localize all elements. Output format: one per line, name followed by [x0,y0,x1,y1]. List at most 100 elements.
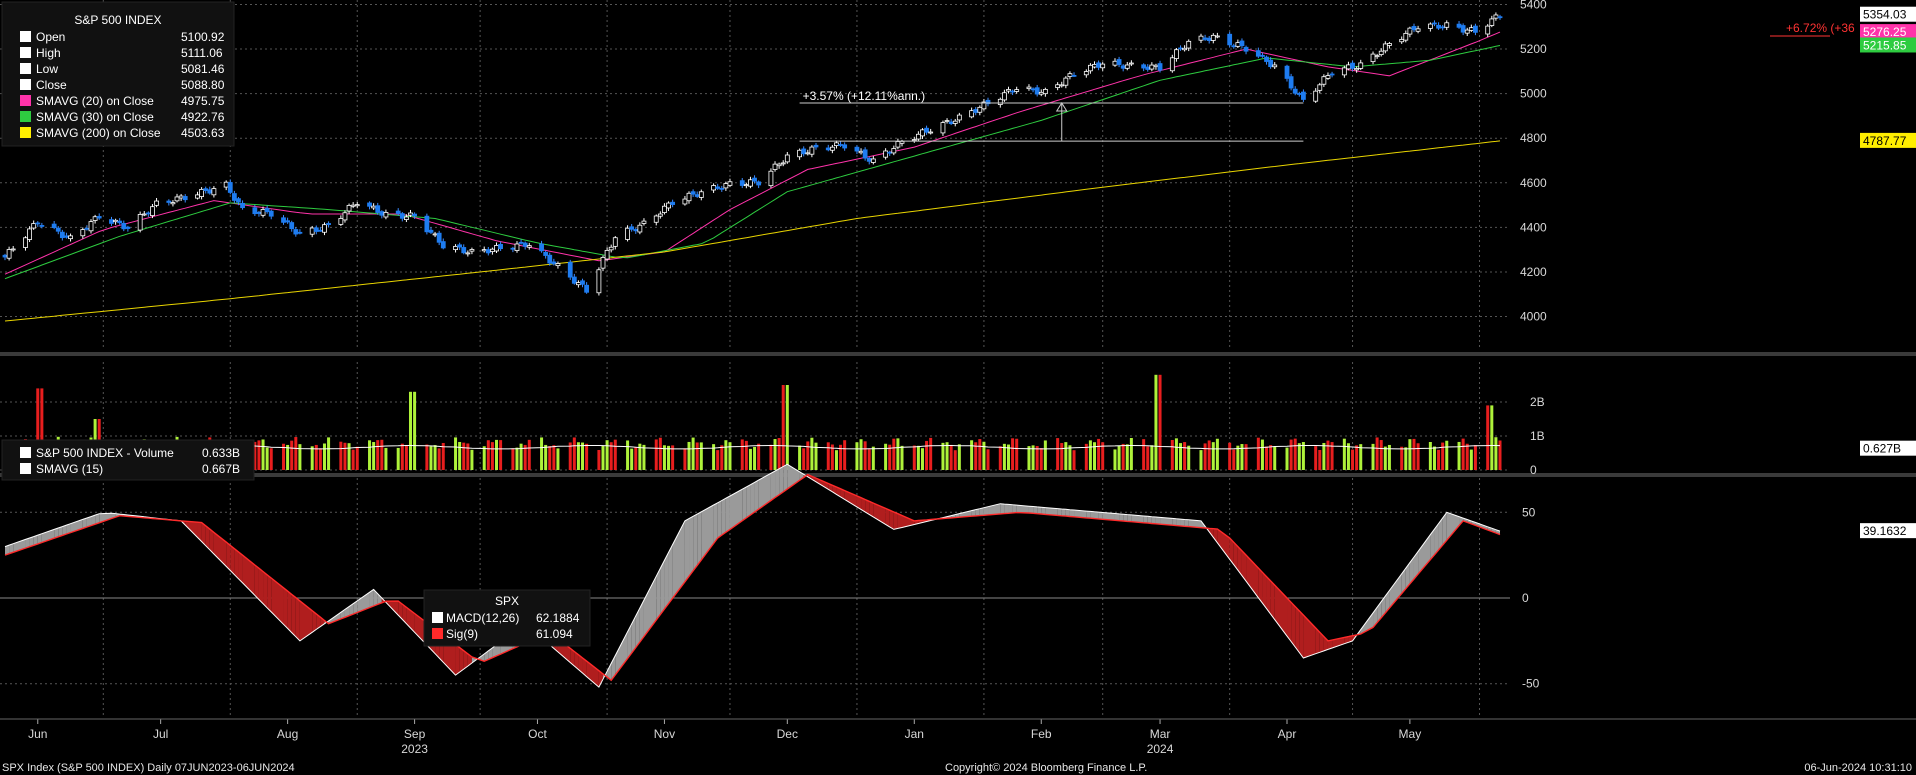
separator-price-volume [0,352,1916,356]
x-year-label: 2024 [1147,742,1174,756]
volume-bar [1129,437,1133,470]
macd-fill [1016,505,1029,513]
volume-bar [519,443,523,470]
candle-body [514,243,520,251]
candle-body [203,188,209,191]
candle-body [633,229,639,232]
volume-bar [408,391,412,470]
legend-value: 5081.46 [181,62,225,76]
macd-fill [254,564,259,600]
candle-body [408,212,413,216]
sma-line [4,45,1501,280]
macd-fill [582,657,587,677]
volume-bar [916,445,920,470]
volume-bar [1097,438,1101,470]
macd-fill [226,542,231,571]
candle-body [805,152,811,155]
volume-bar [1490,405,1494,470]
candle-body [809,146,815,155]
candle-body [866,157,872,162]
macd-fill [750,482,755,515]
macd-fill [463,650,468,670]
candle-body [109,219,114,224]
volume-bar [253,441,257,470]
volume-bar [1387,444,1391,470]
macd-fill [205,525,210,550]
candle-body [768,170,774,187]
candle-body [784,154,790,163]
last-value-label: 5215.85 [1863,38,1907,52]
candle-body [526,245,532,248]
candle-body [1427,23,1433,29]
candle-body [1088,64,1093,72]
candle-body [911,139,917,141]
candle-body [1001,92,1007,101]
legend-swatch [432,612,443,623]
legend-swatch [20,127,31,138]
macd-fill [713,502,718,544]
candle-body [772,163,778,170]
candle-body [1186,40,1192,49]
legend-swatch [20,47,31,58]
x-month-label: Aug [277,727,298,741]
macd-fill [353,600,358,615]
volume-bar [1445,440,1449,470]
macd-fill [357,592,370,613]
macd-fill [1418,534,1431,575]
macd-fill [287,591,292,633]
price-tick-label: 4200 [1520,265,1547,279]
volume-bar [466,443,470,470]
candle-body [199,188,205,197]
volume-bar [855,442,859,470]
volume-bar [834,450,838,470]
candle-body [39,225,45,227]
last-value-box [1860,132,1916,148]
macd-fill [668,544,673,604]
candle-body [813,144,819,148]
candle-body [211,188,217,196]
volume-bar [1002,443,1006,470]
candle-body [825,147,831,151]
volume-bar [1039,448,1043,470]
macd-fill [586,661,599,688]
macd-fill [1385,590,1390,613]
volume-bar [355,446,359,470]
macd-fill [959,510,972,518]
volume-bar [310,446,314,470]
candle-body [145,212,151,215]
macd-fill [54,528,59,539]
candle-body [780,162,786,165]
legend-value: 0.633B [202,446,240,460]
candle-body [604,250,610,260]
volume-bar [572,437,576,470]
macd-fill [402,604,407,624]
volume-bar [384,447,388,470]
candle-body [1243,46,1249,52]
candle-body [490,248,495,252]
candle-body [170,202,176,205]
volume-panel [3,374,1502,470]
candle-body [322,224,327,233]
volume-bar [544,444,548,470]
price-tick-label: 4800 [1520,131,1547,145]
volume-bar [920,448,924,470]
macd-tick-label: -50 [1522,677,1540,691]
volume-bar [351,449,355,470]
candle-body [412,213,417,217]
volume-bar [372,442,376,470]
candle-body [268,210,274,217]
candle-body [870,158,876,163]
volume-bar [1015,438,1019,470]
volume-bar [1457,441,1461,470]
macd-fill [979,507,984,516]
volume-bar [753,446,757,470]
volume-bar [1256,437,1260,470]
candle-body [522,242,528,247]
volume-bar [1006,444,1010,470]
macd-fill [1291,602,1296,648]
macd-fill [1348,635,1353,643]
volume-bar [429,446,433,470]
price-legend-title: S&P 500 INDEX [74,13,161,27]
candle-body [899,140,905,144]
x-month-label: Nov [654,727,675,741]
